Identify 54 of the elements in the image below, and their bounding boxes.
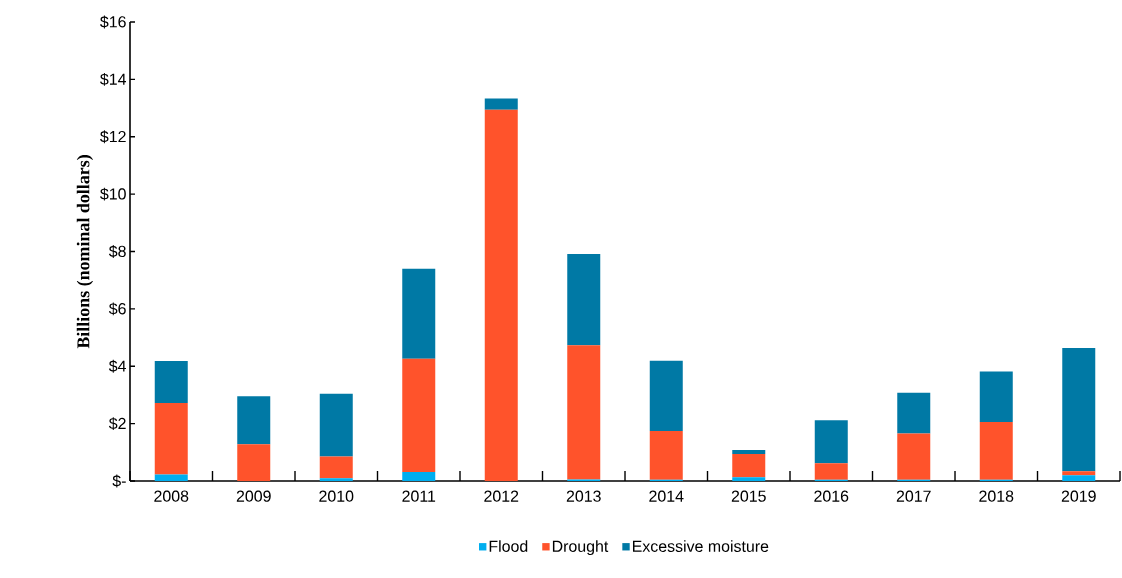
y-tick-label: $2 <box>108 417 126 431</box>
bar <box>897 392 931 434</box>
bar <box>319 393 353 457</box>
bar <box>732 450 766 455</box>
y-tick-label: $10 <box>100 187 126 201</box>
y-tick-label: $14 <box>100 72 126 86</box>
x-tick-label: 2016 <box>814 490 849 502</box>
x-tick-label: 2017 <box>896 490 931 502</box>
legend-label: Drought <box>552 540 609 556</box>
bar <box>319 456 353 479</box>
bar <box>154 361 188 403</box>
bar <box>402 358 436 473</box>
x-tick-label: 2009 <box>236 490 271 502</box>
x-tick-label: 2011 <box>402 490 436 502</box>
bar <box>979 421 1013 480</box>
bar <box>319 478 353 481</box>
bar <box>237 396 271 445</box>
bar <box>1062 471 1096 476</box>
bar <box>567 345 601 480</box>
bar <box>1062 475 1096 481</box>
x-tick-label: 2018 <box>979 490 1014 502</box>
bar <box>897 433 931 480</box>
bar <box>1062 347 1096 472</box>
bar <box>814 420 848 464</box>
bar <box>649 360 683 432</box>
bar <box>154 402 188 475</box>
x-tick-label: 2019 <box>1061 490 1096 502</box>
y-tick-label: $4 <box>108 359 126 373</box>
bar <box>649 431 683 480</box>
y-tick-label: $- <box>112 474 126 488</box>
x-tick-label: 2014 <box>649 490 684 502</box>
bar <box>402 268 436 359</box>
legend-label: Excessive moisture <box>632 540 769 552</box>
y-tick-label: $8 <box>108 245 126 258</box>
bar <box>814 463 848 480</box>
x-tick-label: 2012 <box>484 490 519 502</box>
bar <box>484 109 518 481</box>
legend-label: Flood <box>489 540 528 552</box>
y-axis-title: Billions (nominal dollars) <box>76 155 94 349</box>
x-tick-label: 2013 <box>566 490 601 502</box>
bar <box>732 454 766 478</box>
bar <box>567 254 601 346</box>
y-tick-label: $12 <box>100 130 126 144</box>
y-tick-label: $6 <box>108 302 126 316</box>
x-tick-label: 2015 <box>731 490 766 502</box>
x-tick-label: 2010 <box>319 490 354 502</box>
x-tick-label: 2008 <box>154 490 189 502</box>
bar <box>979 371 1013 422</box>
bar <box>402 472 436 481</box>
bar <box>484 98 518 110</box>
bar <box>237 444 271 481</box>
bar <box>154 474 188 481</box>
y-tick-label: $16 <box>100 15 126 29</box>
bar <box>732 477 766 481</box>
